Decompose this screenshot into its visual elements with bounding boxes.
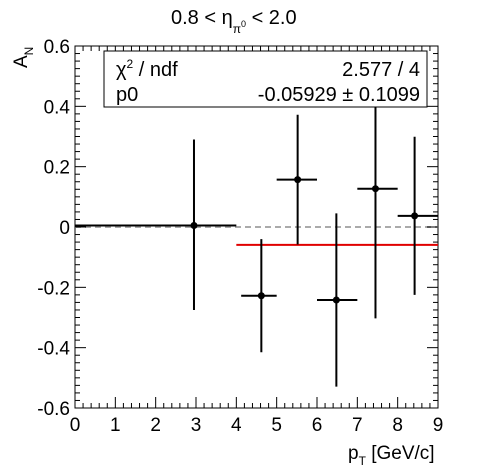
point-marker <box>411 212 419 220</box>
data-point <box>397 136 438 295</box>
stats-value-chi2: 2.577 / 4 <box>342 59 420 81</box>
data-point <box>276 114 317 245</box>
x-tick-label: 2 <box>150 415 161 436</box>
chart-title: 0.8 < ηπ0 < 2.0 <box>171 7 297 36</box>
stats-box: χ2 / ndf 2.577 / 4 p0 -0.05929 ± 0.1099 <box>103 50 428 108</box>
x-tick-label: 3 <box>191 415 202 436</box>
point-marker <box>332 296 340 304</box>
x-tick-label: 7 <box>352 415 363 436</box>
stats-label-p0: p0 <box>116 84 138 106</box>
point-marker <box>190 221 198 229</box>
data-point <box>241 239 277 353</box>
title-sup: 0 <box>241 19 246 29</box>
data-point <box>317 213 358 387</box>
x-tick-label: 9 <box>433 415 444 436</box>
y-tick-label: -0.4 <box>37 339 70 360</box>
x-tick-label: 0 <box>70 415 81 436</box>
title-sub: π <box>233 22 241 36</box>
point-marker <box>257 292 265 300</box>
y-tick-label: 0 <box>59 218 70 239</box>
y-tick-label: 0.2 <box>44 158 70 179</box>
point-marker <box>294 176 302 184</box>
x-tick-label: 6 <box>312 415 323 436</box>
y-tick-label: -0.2 <box>37 278 70 299</box>
x-tick-label: 4 <box>231 415 242 436</box>
svg-text:0.8 < ηπ0 < 2.0: 0.8 < ηπ0 < 2.0 <box>171 7 297 36</box>
x-tick-label: 5 <box>271 415 282 436</box>
y-tick-label: 0.4 <box>44 97 71 118</box>
data-point <box>75 139 237 310</box>
y-axis-title: AN <box>11 47 36 68</box>
x-axis-title: pT [GeV/c] <box>348 443 435 468</box>
title-pre: 0.8 < η <box>171 7 233 29</box>
title-post: < 2.0 <box>246 7 297 29</box>
stats-label-chi2: χ2 / ndf <box>116 57 178 81</box>
y-tick-label: -0.6 <box>37 399 70 420</box>
point-marker <box>371 185 379 193</box>
stats-value-p0: -0.05929 ± 0.1099 <box>258 84 420 106</box>
x-tick-label: 1 <box>110 415 121 436</box>
y-tick-label: 0.6 <box>44 37 70 58</box>
x-tick-label: 8 <box>392 415 403 436</box>
